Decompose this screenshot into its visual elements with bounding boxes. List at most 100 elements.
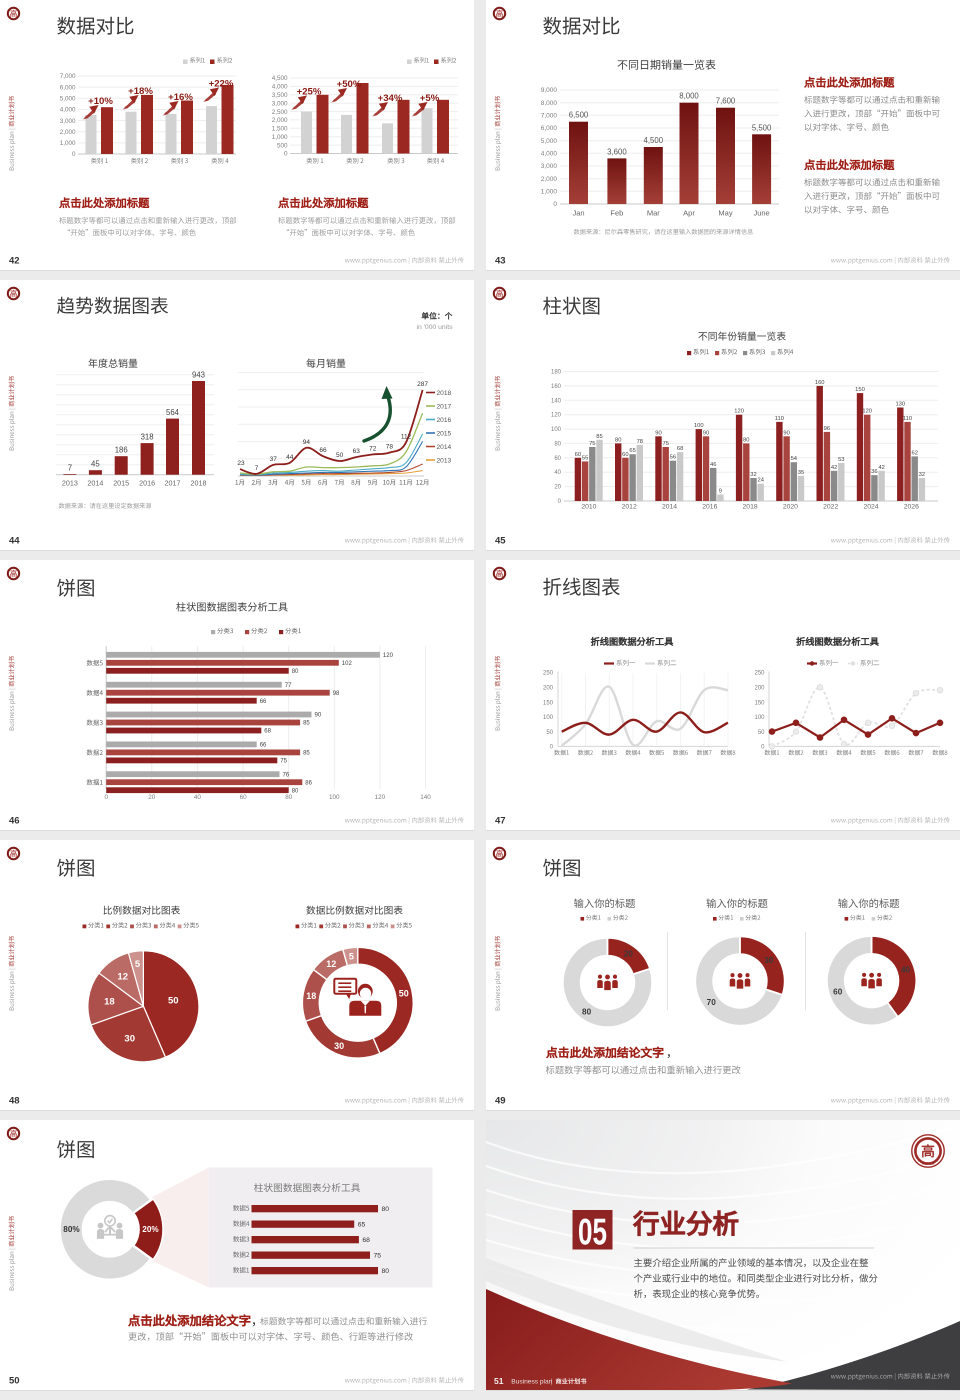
svg-text:150: 150 — [754, 700, 765, 706]
svg-text:76: 76 — [283, 772, 290, 778]
svg-text:56: 56 — [670, 455, 676, 461]
svg-text:100: 100 — [543, 715, 554, 721]
svg-text:12: 12 — [326, 959, 336, 969]
svg-text:6,000: 6,000 — [60, 84, 76, 91]
svg-text:102: 102 — [342, 661, 353, 667]
svg-text:40: 40 — [901, 966, 911, 975]
svg-text:Jan: Jan — [572, 209, 584, 218]
svg-text:32: 32 — [919, 472, 925, 478]
svg-text:2,000: 2,000 — [272, 117, 288, 124]
svg-text:44: 44 — [9, 536, 20, 547]
svg-text:160: 160 — [815, 380, 825, 386]
svg-text:7: 7 — [255, 465, 259, 472]
svg-text:5: 5 — [135, 959, 141, 970]
svg-text:0: 0 — [558, 499, 562, 505]
svg-text:48: 48 — [9, 1096, 20, 1107]
svg-text:2015: 2015 — [437, 430, 452, 437]
svg-text:60: 60 — [622, 452, 628, 458]
svg-text:80%: 80% — [63, 1225, 80, 1234]
svg-text:120: 120 — [862, 409, 872, 415]
svg-text:3,600: 3,600 — [607, 147, 627, 156]
svg-text:2022: 2022 — [823, 504, 838, 511]
svg-text:2017: 2017 — [437, 403, 452, 410]
svg-text:96: 96 — [824, 426, 830, 432]
svg-text:68: 68 — [264, 729, 271, 735]
svg-text:2014: 2014 — [437, 444, 452, 451]
svg-text:0: 0 — [761, 745, 765, 751]
svg-text:65: 65 — [358, 1222, 366, 1229]
svg-text:3,500: 3,500 — [272, 92, 288, 99]
svg-text:75: 75 — [280, 759, 287, 765]
svg-text:37: 37 — [270, 456, 278, 463]
svg-text:120: 120 — [383, 653, 394, 659]
svg-text:0: 0 — [72, 151, 76, 158]
svg-text:2010: 2010 — [581, 504, 596, 511]
svg-text:+34%: +34% — [378, 93, 403, 104]
svg-text:9: 9 — [719, 489, 722, 495]
svg-text:30: 30 — [334, 1041, 344, 1051]
svg-text:2018: 2018 — [191, 479, 207, 488]
svg-text:60: 60 — [575, 452, 581, 458]
svg-text:9,000: 9,000 — [541, 87, 558, 94]
svg-text:18: 18 — [306, 991, 316, 1001]
svg-text:90: 90 — [315, 713, 322, 719]
svg-text:200: 200 — [754, 686, 765, 692]
svg-text:80: 80 — [554, 441, 561, 447]
svg-text:564: 564 — [166, 408, 180, 417]
svg-text:100: 100 — [551, 427, 562, 433]
svg-text:110: 110 — [775, 416, 784, 422]
svg-text:20: 20 — [624, 950, 634, 959]
svg-text:150: 150 — [855, 387, 865, 393]
svg-text:Feb: Feb — [610, 209, 623, 218]
svg-text:0: 0 — [104, 794, 108, 801]
svg-text:80: 80 — [743, 437, 749, 443]
svg-text:1,000: 1,000 — [541, 189, 558, 196]
svg-text:80: 80 — [382, 1206, 390, 1213]
svg-text:2017: 2017 — [165, 479, 181, 488]
svg-text:90: 90 — [703, 430, 709, 436]
svg-text:2,000: 2,000 — [541, 176, 558, 183]
svg-text:23: 23 — [237, 460, 245, 467]
svg-text:250: 250 — [754, 671, 765, 677]
svg-text:2012: 2012 — [622, 504, 637, 511]
svg-text:2013: 2013 — [62, 479, 78, 488]
svg-text:2014: 2014 — [662, 504, 677, 511]
svg-text:+10%: +10% — [88, 96, 113, 107]
svg-text:62: 62 — [911, 450, 917, 456]
svg-text:2024: 2024 — [863, 504, 878, 511]
svg-text:45: 45 — [495, 536, 506, 547]
svg-text:160: 160 — [551, 384, 562, 390]
svg-text:75: 75 — [374, 1253, 382, 1260]
svg-text:120: 120 — [375, 794, 386, 801]
svg-text:42: 42 — [831, 465, 837, 471]
svg-text:78: 78 — [386, 444, 394, 451]
svg-text:54: 54 — [791, 456, 798, 462]
svg-text:6,500: 6,500 — [569, 111, 589, 120]
svg-text:287: 287 — [417, 381, 428, 388]
svg-text:68: 68 — [362, 1237, 370, 1244]
svg-text:3,000: 3,000 — [541, 163, 558, 170]
svg-text:77: 77 — [285, 683, 292, 689]
svg-text:100: 100 — [329, 794, 340, 801]
svg-text:5,000: 5,000 — [541, 138, 558, 145]
svg-text:36: 36 — [871, 469, 877, 475]
svg-text:+22%: +22% — [209, 79, 234, 90]
svg-text:+16%: +16% — [168, 92, 193, 103]
svg-text:June: June — [753, 209, 769, 218]
svg-text:8,000: 8,000 — [679, 92, 699, 101]
svg-text:112: 112 — [401, 433, 412, 440]
svg-text:2026: 2026 — [904, 504, 919, 511]
svg-text:80: 80 — [582, 1007, 592, 1016]
svg-text:68: 68 — [677, 446, 683, 452]
svg-text:2016: 2016 — [437, 417, 452, 424]
svg-text:4,500: 4,500 — [272, 75, 288, 82]
svg-text:100: 100 — [694, 423, 704, 429]
svg-text:in '000 units: in '000 units — [416, 324, 453, 331]
svg-text:20: 20 — [554, 485, 561, 491]
svg-text:0: 0 — [550, 745, 554, 751]
svg-text:60: 60 — [240, 794, 248, 801]
svg-text:85: 85 — [303, 721, 310, 727]
svg-text:80: 80 — [615, 437, 621, 443]
svg-text:30: 30 — [764, 956, 774, 965]
svg-text:85: 85 — [303, 751, 310, 757]
